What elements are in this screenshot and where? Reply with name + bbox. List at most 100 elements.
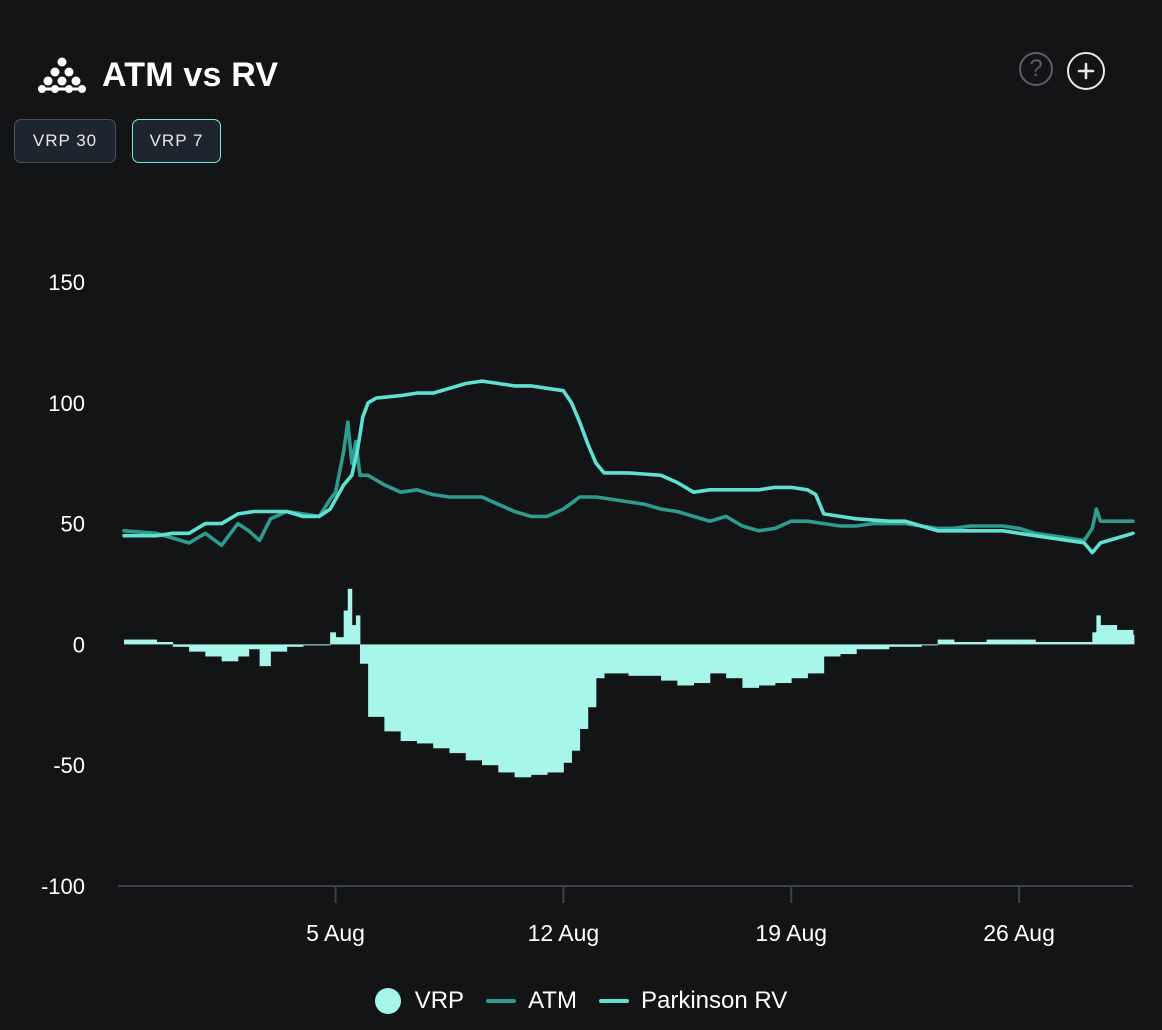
y-tick-label: 100 — [48, 391, 85, 416]
vrp-bar — [628, 644, 662, 676]
vrp-bar — [237, 644, 250, 657]
vrp-bar — [774, 644, 792, 684]
vrp-bar — [368, 644, 385, 717]
vrp-bar — [1035, 641, 1053, 645]
vrp-bar — [823, 644, 841, 657]
vrp-bar — [742, 644, 760, 688]
vrp-bar — [347, 588, 353, 645]
vrp-bar — [156, 641, 174, 645]
vrp-bar — [840, 644, 857, 655]
vrp-bar — [807, 644, 817, 674]
vrp-bar — [482, 644, 499, 766]
vrp-bar — [498, 644, 515, 773]
chart-legend: VRP ATM Parkinson RV — [0, 984, 1162, 1018]
vrp-bar — [1002, 639, 1020, 645]
legend-item-atm[interactable]: ATM — [486, 987, 577, 1015]
tab-vrp-7[interactable]: VRP 7 — [132, 119, 221, 163]
vrp-bar — [604, 644, 629, 674]
vrp-bar — [205, 644, 223, 657]
vrp-bar — [433, 644, 450, 749]
vrp-bar — [189, 644, 206, 652]
legend-marker-atm — [486, 999, 517, 1003]
vrp-bar — [1019, 639, 1036, 645]
vrp-bar — [1067, 641, 1085, 645]
vrp-bar — [709, 644, 727, 674]
vrp-bar — [221, 644, 239, 662]
vrp-bar — [1084, 641, 1093, 645]
y-tick-label: 0 — [73, 632, 85, 657]
y-tick-label: -50 — [53, 753, 85, 778]
vrp-bar — [514, 644, 532, 778]
legend-marker-vrp — [374, 988, 401, 1014]
vrp-bar — [248, 644, 261, 650]
vrp-bar — [384, 644, 402, 732]
vrp-bar — [259, 644, 271, 667]
vrp-bar — [303, 644, 320, 646]
vrp-bar — [1133, 634, 1135, 645]
vrp-bar — [416, 644, 434, 744]
atm-line — [122, 420, 1135, 548]
vrp-bar — [595, 644, 605, 679]
vrp-bar — [270, 644, 288, 652]
vrp-bar — [172, 644, 190, 647]
vrp-bar — [693, 644, 711, 684]
vrp-bar — [286, 644, 304, 647]
vrp-bar — [465, 644, 483, 761]
vrp-bar — [400, 644, 418, 742]
legend-label-vrp: VRP — [414, 987, 465, 1014]
chart-title: ATM vs RV — [102, 55, 279, 94]
x-tick-label: 12 Aug — [528, 920, 600, 946]
y-tick-label: -100 — [41, 874, 85, 899]
vrp-bar — [547, 644, 564, 773]
legend-item-parkinson-rv[interactable]: Parkinson RV — [598, 987, 788, 1015]
x-tick-label: 5 Aug — [306, 920, 365, 946]
plus-icon — [1077, 62, 1095, 80]
vrp-bar — [530, 644, 548, 775]
vrp-bar — [351, 625, 357, 645]
y-tick-label: 150 — [48, 270, 85, 295]
vrp-bar — [758, 644, 776, 686]
vrp-bar — [1096, 615, 1101, 645]
molecule-logo-icon — [38, 57, 86, 93]
vrp-bar — [319, 644, 331, 646]
vrp-bar — [726, 644, 743, 679]
vrp-bar — [563, 644, 572, 763]
add-button[interactable] — [1067, 52, 1105, 90]
vrp-bar — [905, 644, 922, 647]
vrp-bar — [330, 632, 336, 645]
vrp-bar — [921, 644, 939, 646]
parkinson-rv-line — [122, 379, 1135, 555]
vrp-bar — [856, 644, 890, 650]
vrp-bar — [579, 644, 589, 729]
vrp-bar — [791, 644, 808, 679]
card-header: ATM vs RV — [36, 50, 278, 100]
vrp-bar — [571, 644, 581, 751]
vrp-bar — [355, 615, 361, 645]
vrp-bar — [1116, 629, 1134, 645]
legend-marker-parkinson-rv — [598, 999, 629, 1003]
legend-label-parkinson-rv: Parkinson RV — [640, 987, 788, 1014]
vrp-bar — [888, 644, 906, 647]
legend-label-atm: ATM — [528, 987, 577, 1014]
help-button[interactable]: ? — [1019, 52, 1053, 86]
chart-plot: 150 100 50 0 -50 -100 5 Aug 12 Aug 19 Aug 26 Aug — [41, 270, 1135, 946]
x-tick-label: 19 Aug — [755, 920, 827, 946]
vrp-bar — [986, 639, 1004, 645]
vrp-bar — [815, 644, 825, 674]
vrp-bar — [937, 639, 955, 645]
vrp-bar — [359, 644, 369, 664]
tab-vrp-30[interactable]: VRP 30 — [14, 119, 116, 163]
vrp-bar — [677, 644, 694, 686]
vrp-bar — [449, 644, 467, 754]
y-tick-label: 50 — [61, 512, 85, 537]
vrp-bar — [335, 637, 345, 645]
vrp-bar — [953, 641, 987, 645]
question-mark-icon: ? — [1029, 55, 1043, 82]
x-tick-label: 26 Aug — [983, 920, 1055, 946]
legend-item-vrp[interactable]: VRP — [374, 987, 465, 1015]
vrp-bar — [124, 639, 157, 645]
vrp-bar — [1051, 641, 1069, 645]
vrp-bar — [587, 644, 597, 708]
vrp-bar — [1092, 632, 1097, 645]
